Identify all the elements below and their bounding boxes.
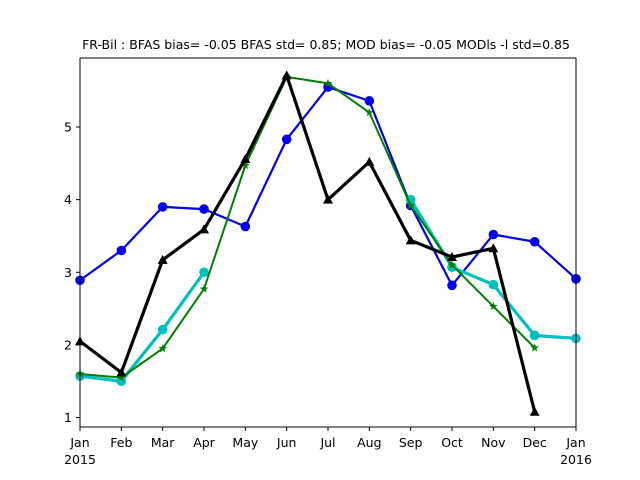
data-point: [199, 267, 209, 278]
x-tick-year-label: 2015: [64, 452, 96, 467]
data-point: [488, 279, 499, 290]
series-line: [409, 198, 576, 340]
data-point: [447, 260, 457, 269]
x-tick-label: Jan: [69, 435, 89, 450]
data-point: [116, 367, 127, 377]
axes: 1 2 3 4 5 Jan 2015 Feb Mar Apr May Jun Jul Aug Sep Oct N…: [64, 120, 592, 467]
data-point: [447, 280, 457, 291]
data-point: [529, 330, 540, 341]
data-point: [157, 324, 168, 335]
data-point: [157, 254, 168, 264]
x-tick-label: Nov: [481, 435, 506, 450]
data-point: [117, 373, 126, 382]
data-point: [199, 224, 209, 234]
data-point: [199, 204, 209, 214]
data-point: [364, 156, 375, 166]
data-point: [323, 194, 333, 204]
series-4: [75, 70, 540, 416]
data-point: [281, 134, 292, 145]
x-tick-label: Oct: [441, 435, 463, 450]
data-point: [488, 243, 499, 253]
data-point: [240, 153, 251, 163]
y-tick-label: 3: [64, 265, 72, 280]
data-point: [405, 235, 416, 245]
data-point: [116, 245, 127, 256]
data-point: [406, 200, 415, 210]
plot-area: [75, 70, 581, 416]
data-point: [529, 406, 540, 416]
data-point: [240, 221, 251, 232]
x-tick-label: Dec: [523, 435, 547, 450]
data-point: [364, 96, 375, 106]
data-point: [529, 236, 540, 247]
x-tick-label: Jul: [319, 435, 335, 450]
y-tick-label: 4: [64, 192, 72, 207]
plot-frame: [79, 57, 577, 428]
x-tick-label: Apr: [193, 435, 215, 450]
chart-title: FR-Bil : BFAS bias= -0.05 BFAS std= 0.85…: [82, 37, 570, 52]
data-point: [158, 344, 167, 353]
y-tick-label: 2: [64, 337, 72, 352]
series-line: [80, 73, 537, 414]
y-tick-label: 1: [64, 410, 72, 425]
data-point: [530, 343, 539, 352]
data-point: [241, 161, 250, 170]
x-tick-label: Jun: [276, 435, 297, 450]
data-point: [157, 202, 168, 212]
x-tick-label: Mar: [151, 435, 175, 450]
series-1: [75, 82, 581, 291]
data-point: [199, 284, 209, 293]
x-tick-label: Jan: [565, 435, 585, 450]
data-point: [489, 301, 498, 311]
series-line: [80, 75, 536, 379]
x-tick-label: Aug: [357, 435, 381, 450]
data-point: [323, 78, 333, 88]
x-tick-label: Feb: [110, 435, 132, 450]
data-point: [488, 229, 499, 240]
x-tick-label: May: [232, 435, 258, 450]
data-point: [365, 107, 374, 117]
series-line: [80, 85, 576, 287]
x-tick-label: Sep: [399, 435, 423, 450]
y-tick-label: 5: [64, 120, 72, 135]
x-tick-year-label: 2016: [560, 452, 592, 467]
series-line: [80, 270, 206, 383]
data-point: [447, 252, 457, 262]
data-point: [281, 70, 292, 80]
